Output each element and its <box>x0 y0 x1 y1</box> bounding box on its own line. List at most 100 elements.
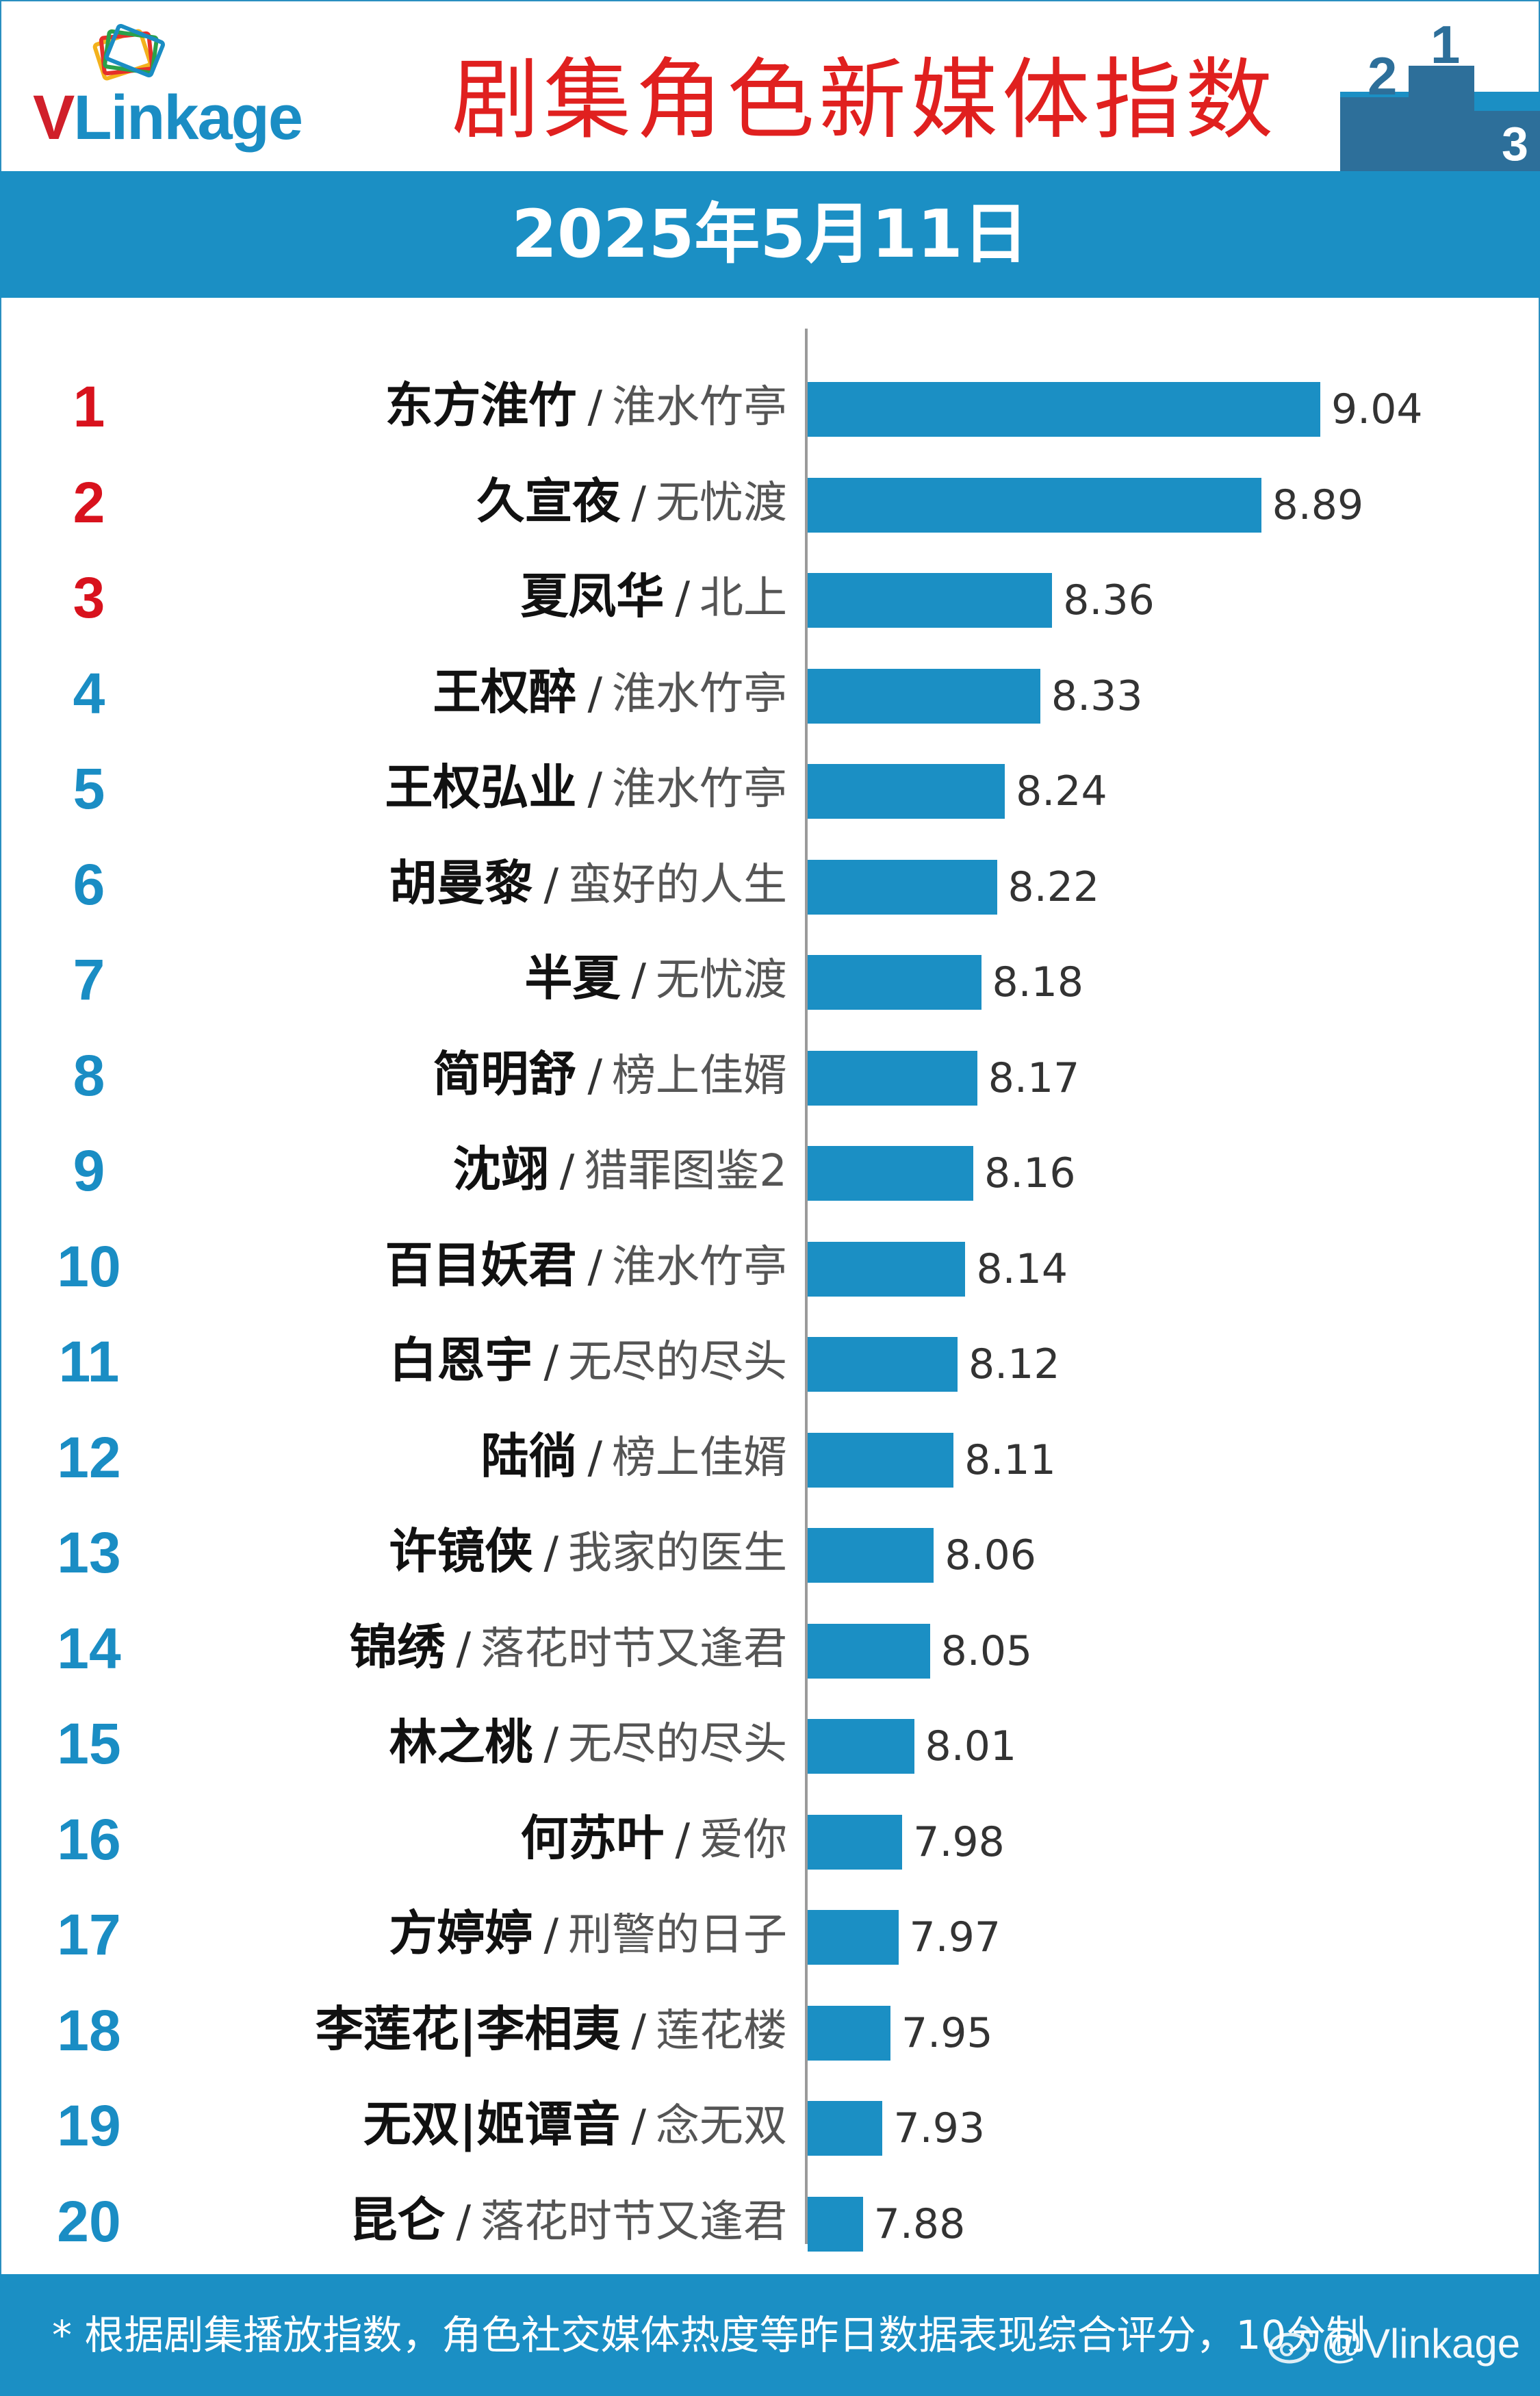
show-name: 淮水竹亭 <box>612 1241 787 1292</box>
chart-row: 17 方婷婷 / 刑警的日子 7.97 <box>0 1880 1540 1976</box>
bar-label: 胡曼黎 / 蛮好的人生 <box>389 849 787 917</box>
bar-value-label: 9.04 <box>1331 385 1423 433</box>
bar-label: 百目妖君 / 淮水竹亭 <box>385 1231 787 1299</box>
bar-value-label: 8.18 <box>992 958 1084 1006</box>
rank-number: 10 <box>57 1234 121 1299</box>
character-name: 百目妖君 <box>385 1236 577 1293</box>
bar-value-label: 8.16 <box>984 1149 1076 1197</box>
bar-label: 许镜侠 / 我家的医生 <box>389 1517 787 1585</box>
show-name: 无忧渡 <box>656 477 787 528</box>
label-separator: / <box>587 764 602 815</box>
label-separator: / <box>587 1050 602 1101</box>
bar-label: 王权弘业 / 淮水竹亭 <box>385 753 787 821</box>
bar <box>808 1623 930 1679</box>
logo-cards-icon <box>92 23 165 81</box>
character-name: 李莲花|李相夷 <box>315 2000 621 2057</box>
label-separator: / <box>543 1337 559 1388</box>
character-name: 何苏叶 <box>520 1809 665 1866</box>
label-separator: / <box>543 1528 559 1579</box>
bar <box>808 668 1040 724</box>
bar-label: 何苏叶 / 爱你 <box>520 1804 787 1872</box>
character-name: 许镜侠 <box>389 1523 533 1579</box>
label-separator: / <box>456 2196 471 2247</box>
label-separator: / <box>631 2101 646 2152</box>
bar-value-label: 7.97 <box>909 1913 1001 1961</box>
chart-row: 5 王权弘业 / 淮水竹亭 8.24 <box>0 734 1540 830</box>
bar-value-label: 8.36 <box>1063 576 1155 624</box>
character-name: 夏凤华 <box>520 568 665 624</box>
show-name: 榜上佳婿 <box>612 1432 787 1483</box>
podium-digit-2: 2 <box>1368 46 1397 106</box>
show-name: 刑警的日子 <box>568 1910 787 1961</box>
bar-label: 王权醉 / 淮水竹亭 <box>433 658 787 726</box>
bar-label: 久宣夜 / 无忧渡 <box>476 467 787 535</box>
character-name: 昆仑 <box>349 2191 446 2248</box>
bar <box>808 764 1005 819</box>
show-name: 爱你 <box>700 1814 787 1865</box>
rank-number: 16 <box>57 1807 121 1872</box>
label-separator: / <box>675 1814 690 1865</box>
label-separator: / <box>587 1241 602 1292</box>
bar <box>808 859 997 915</box>
rank-number: 6 <box>73 852 105 917</box>
label-separator: / <box>456 1623 471 1674</box>
show-name: 落花时节又逢君 <box>480 2196 787 2247</box>
chart-row: 3 夏凤华 / 北上 8.36 <box>0 543 1540 639</box>
bar-value-label: 8.06 <box>945 1531 1036 1579</box>
chart-row: 16 何苏叶 / 爱你 7.98 <box>0 1785 1540 1881</box>
bar-label: 昆仑 / 落花时节又逢君 <box>349 2186 787 2254</box>
bar-value-label: 8.22 <box>1008 863 1100 911</box>
bar <box>808 1528 934 1583</box>
chart-row: 18 李莲花|李相夷 / 莲花楼 7.95 <box>0 1976 1540 2072</box>
label-separator: / <box>675 573 690 624</box>
logo-text-rest: Linkage <box>73 83 303 153</box>
rank-number: 15 <box>57 1711 121 1776</box>
show-name: 淮水竹亭 <box>612 382 787 433</box>
chart-row: 12 陆徜 / 榜上佳婿 8.11 <box>0 1403 1540 1499</box>
bar-value-label: 8.14 <box>976 1245 1068 1293</box>
bar <box>808 2196 863 2252</box>
bar-value-label: 8.11 <box>964 1436 1056 1484</box>
bar <box>808 382 1320 437</box>
rank-number: 8 <box>73 1043 105 1108</box>
character-name: 锦绣 <box>349 1618 446 1675</box>
podium-digit-3: 3 <box>1502 117 1528 170</box>
rank-number: 2 <box>73 470 105 535</box>
bar <box>808 955 981 1010</box>
weibo-icon <box>1268 2324 1313 2364</box>
bar <box>808 1050 977 1106</box>
label-separator: / <box>543 859 559 910</box>
label-separator: / <box>587 382 602 433</box>
watermark: @Vlinkage <box>1321 2321 1521 2367</box>
label-separator: / <box>631 955 646 1006</box>
bar <box>808 1241 966 1297</box>
bar-label: 沈翊 / 猎罪图鉴2 <box>453 1135 787 1203</box>
rank-number: 19 <box>57 2093 121 2158</box>
character-name: 简明舒 <box>433 1045 577 1102</box>
label-separator: / <box>587 668 602 719</box>
bar <box>808 573 1053 628</box>
bar-chart: 1 东方淮竹 / 淮水竹亭 9.04 2 久宣夜 / 无忧渡 8.89 3 夏凤华 / 北上 8.36 4 王权… <box>0 322 1540 2254</box>
rank-number: 9 <box>73 1138 105 1203</box>
bar <box>808 1337 958 1392</box>
character-name: 久宣夜 <box>476 472 621 529</box>
bar-value-label: 8.89 <box>1272 481 1364 529</box>
character-name: 王权弘业 <box>385 759 577 815</box>
label-separator: / <box>559 1146 575 1197</box>
chart-row: 10 百目妖君 / 淮水竹亭 8.14 <box>0 1212 1540 1308</box>
character-name: 沈翊 <box>452 1141 549 1197</box>
chart-row: 9 沈翊 / 猎罪图鉴2 8.16 <box>0 1116 1540 1212</box>
rank-number: 14 <box>57 1616 121 1681</box>
bar-label: 无双|姬谭音 / 念无双 <box>363 2090 787 2158</box>
show-name: 无忧渡 <box>656 955 787 1006</box>
bar-value-label: 7.88 <box>873 2200 966 2248</box>
bar-label: 东方淮竹 / 淮水竹亭 <box>385 371 787 439</box>
bar-label: 陆徜 / 榜上佳婿 <box>480 1422 787 1490</box>
chart-row: 14 锦绣 / 落花时节又逢君 8.05 <box>0 1594 1540 1690</box>
character-name: 无双|姬谭音 <box>363 2096 621 2152</box>
bar <box>808 1910 899 1965</box>
rank-number: 11 <box>58 1329 120 1394</box>
bar-value-label: 8.05 <box>940 1627 1033 1675</box>
rank-number: 12 <box>57 1425 121 1490</box>
show-name: 猎罪图鉴2 <box>584 1146 787 1197</box>
